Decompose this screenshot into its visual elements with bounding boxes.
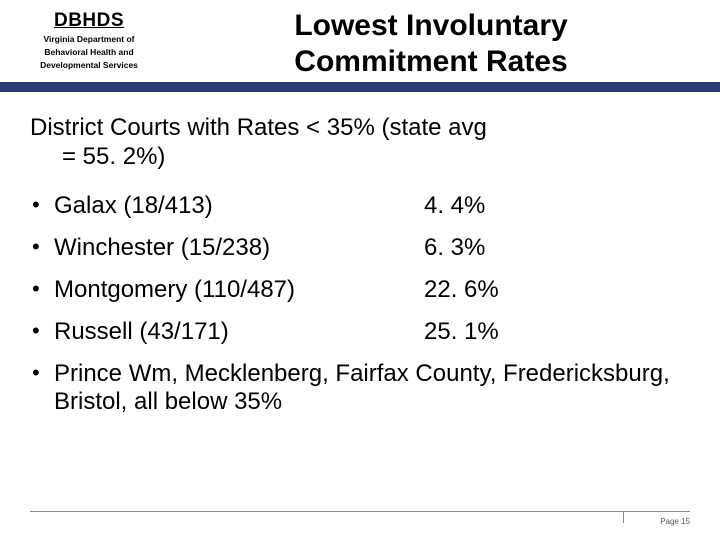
court-name: Galax (18/413) xyxy=(54,192,424,220)
org-acronym: DBHDS xyxy=(16,10,162,32)
slide-content: District Courts with Rates < 35% (state … xyxy=(0,92,720,417)
court-name: Montgomery (110/487) xyxy=(54,276,424,304)
subheading-line1: District Courts with Rates < 35% (state … xyxy=(30,114,690,143)
court-name: Winchester (15/238) xyxy=(54,234,424,262)
summary-text: Prince Wm, Mecklenberg, Fairfax County, … xyxy=(54,360,690,418)
org-line2: Behavioral Health and xyxy=(16,47,162,58)
list-item: Prince Wm, Mecklenberg, Fairfax County, … xyxy=(30,360,690,418)
list-item: Winchester (15/238) 6. 3% xyxy=(30,234,690,262)
list-item: Russell (43/171) 25. 1% xyxy=(30,318,690,346)
court-pct: 22. 6% xyxy=(424,276,690,304)
subheading-line2: = 55. 2%) xyxy=(30,143,690,172)
page-number: Page 15 xyxy=(660,517,690,526)
footer-rule xyxy=(30,511,690,512)
slide-title-line1: Lowest Involuntary xyxy=(172,8,690,44)
org-line3: Developmental Services xyxy=(16,60,162,71)
subheading: District Courts with Rates < 35% (state … xyxy=(30,114,690,172)
title-block: Lowest Involuntary Commitment Rates xyxy=(172,0,720,92)
court-pct: 25. 1% xyxy=(424,318,690,346)
slide-header: DBHDS Virginia Department of Behavioral … xyxy=(0,0,720,92)
list-item: Galax (18/413) 4. 4% xyxy=(30,192,690,220)
court-list: Galax (18/413) 4. 4% Winchester (15/238)… xyxy=(30,192,690,418)
org-logo-block: DBHDS Virginia Department of Behavioral … xyxy=(0,0,172,92)
footer-tick xyxy=(623,512,624,523)
court-name: Russell (43/171) xyxy=(54,318,424,346)
court-pct: 6. 3% xyxy=(424,234,690,262)
header-accent-bar xyxy=(0,82,720,92)
court-pct: 4. 4% xyxy=(424,192,690,220)
slide-title-line2: Commitment Rates xyxy=(172,44,690,80)
list-item: Montgomery (110/487) 22. 6% xyxy=(30,276,690,304)
org-line1: Virginia Department of xyxy=(16,34,162,45)
